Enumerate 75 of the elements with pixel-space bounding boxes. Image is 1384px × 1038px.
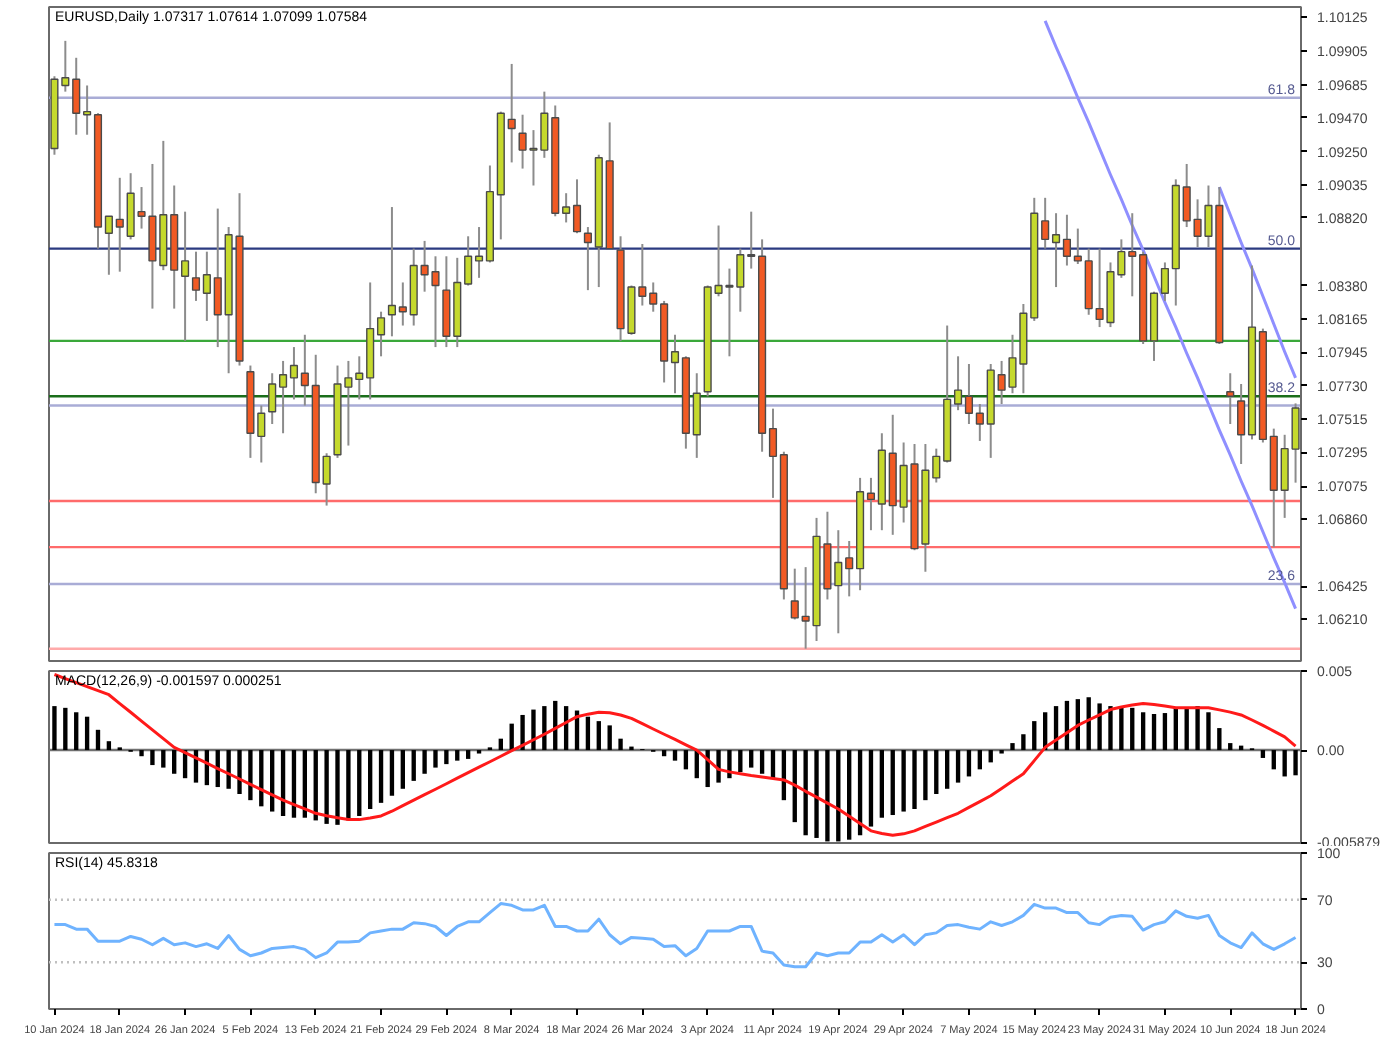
bar: [803, 750, 808, 836]
bar: [542, 706, 547, 751]
bar: [759, 750, 765, 774]
line-series: [1217, 185, 1298, 380]
line-series: [52, 672, 1298, 837]
bar: [411, 750, 416, 781]
bar: [389, 750, 395, 796]
line-series: [1043, 19, 1298, 611]
bar: [248, 750, 253, 801]
bar: [923, 750, 928, 801]
bar: [879, 750, 885, 818]
bar: [977, 750, 983, 770]
bar: [106, 741, 112, 751]
bar: [433, 750, 438, 768]
bar: [966, 750, 972, 777]
bar: [465, 750, 471, 759]
line-series: [52, 902, 1298, 969]
bar: [1260, 750, 1266, 758]
bar: [618, 738, 623, 751]
bar: [1032, 721, 1037, 751]
bar: [324, 750, 329, 824]
bar: [955, 750, 961, 783]
bar: [1271, 750, 1276, 770]
bar: [1162, 713, 1168, 751]
bar: [63, 707, 68, 751]
bar: [683, 750, 689, 770]
bar: [455, 750, 460, 761]
bar: [1217, 728, 1222, 751]
bar: [357, 750, 362, 816]
bar: [868, 750, 874, 827]
bar: [74, 712, 79, 751]
bar: [607, 725, 612, 751]
bar: [1097, 703, 1102, 751]
bar: [945, 750, 950, 789]
bar: [52, 706, 57, 751]
bar: [749, 750, 754, 768]
bar: [150, 750, 155, 766]
bar: [1140, 712, 1146, 751]
bar: [139, 750, 144, 757]
bar: [346, 750, 351, 821]
bar: [1282, 750, 1287, 777]
bar: [1130, 707, 1135, 751]
bar: [422, 750, 427, 774]
bar: [1010, 743, 1015, 751]
bar: [1119, 706, 1124, 751]
bar: [585, 716, 591, 751]
bar: [444, 750, 449, 765]
bar: [912, 750, 917, 810]
bar: [161, 750, 166, 768]
bar: [738, 750, 743, 773]
bar: [400, 750, 405, 789]
bar: [825, 750, 830, 842]
bar: [367, 750, 373, 810]
bar: [814, 750, 819, 838]
bar: [531, 709, 536, 751]
bar: [596, 721, 601, 751]
bar: [890, 750, 895, 816]
bar: [934, 750, 939, 794]
bar: [237, 750, 242, 794]
bar: [1021, 734, 1026, 751]
bar: [172, 750, 177, 774]
bar: [84, 716, 90, 751]
bar: [901, 750, 906, 812]
bar: [378, 750, 384, 803]
bar: [335, 750, 340, 825]
bar: [1195, 706, 1200, 751]
bar: [1206, 712, 1211, 751]
bar: [520, 714, 525, 751]
bar: [226, 750, 231, 789]
bar: [1228, 743, 1233, 751]
bar: [1108, 706, 1113, 751]
bar: [1151, 714, 1157, 751]
bar: [95, 729, 101, 751]
candlestick: [1226, 372, 1235, 426]
bar: [672, 750, 678, 761]
